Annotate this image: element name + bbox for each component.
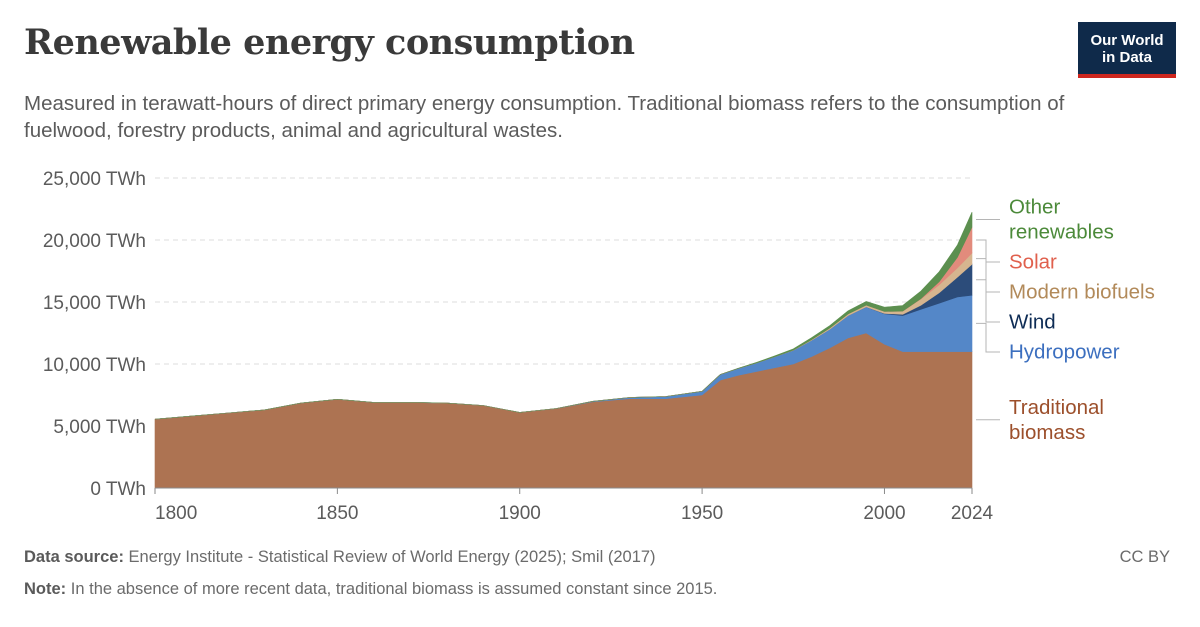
x-tick-label: 1850 bbox=[316, 503, 358, 524]
logo-line-1: Our World bbox=[1090, 32, 1164, 49]
x-axis: 1800 1850 1900 1950 2000 2024 bbox=[154, 487, 994, 524]
series-labels: Other renewables Solar Modern biofuels Wind H… bbox=[976, 196, 1155, 444]
chart-title: Renewable energy consumption bbox=[24, 22, 635, 63]
x-tick-label: 2000 bbox=[863, 503, 905, 524]
chart-note: Note: In the absence of more recent data… bbox=[24, 580, 717, 599]
label-connector bbox=[976, 322, 1000, 353]
series-label-solar[interactable]: Solar bbox=[1009, 251, 1057, 274]
note-label: Note: bbox=[24, 580, 67, 598]
y-tick-label: 15,000 TWh bbox=[43, 293, 146, 314]
series-areas bbox=[154, 211, 973, 489]
note-text: In the absence of more recent data, trad… bbox=[70, 580, 718, 598]
x-tick-label: 1950 bbox=[681, 503, 723, 524]
series-label-hydropower[interactable]: Hydropower bbox=[1009, 341, 1120, 364]
label-connector bbox=[976, 239, 1000, 263]
data-source: Data source: Energy Institute - Statisti… bbox=[24, 548, 656, 567]
owid-logo[interactable]: Our World in Data bbox=[1078, 22, 1176, 78]
license-link[interactable]: CC BY bbox=[1119, 548, 1170, 566]
area-traditional-biomass[interactable] bbox=[154, 332, 973, 489]
y-tick-label: 5,000 TWh bbox=[53, 417, 146, 438]
y-axis: 0 TWh 5,000 TWh 10,000 TWh 15,000 TWh 20,000… bbox=[43, 169, 146, 500]
area-other-renewables[interactable] bbox=[154, 211, 973, 420]
y-tick-label: 0 TWh bbox=[90, 479, 146, 500]
series-label-wind[interactable]: Wind bbox=[1009, 311, 1056, 334]
x-tick-label: 2024 bbox=[951, 503, 994, 524]
label-connector bbox=[976, 258, 1000, 293]
data-source-text: Energy Institute - Statistical Review of… bbox=[128, 548, 656, 566]
chart-subtitle: Measured in terawatt-hours of direct pri… bbox=[24, 92, 1065, 142]
data-source-label: Data source: bbox=[24, 548, 124, 566]
series-label-other-renewables[interactable]: Other renewables bbox=[1009, 196, 1114, 244]
stacked-area-chart: 0 TWh 5,000 TWh 10,000 TWh 15,000 TWh 20,000… bbox=[43, 169, 1155, 524]
logo-line-2: in Data bbox=[1101, 49, 1152, 66]
series-label-modern-biofuels[interactable]: Modern biofuels bbox=[1009, 281, 1155, 304]
series-label-traditional-biomass[interactable]: Traditional biomass bbox=[1009, 396, 1104, 444]
label-connector bbox=[976, 279, 1000, 323]
x-tick-label: 1900 bbox=[499, 503, 541, 524]
y-tick-label: 10,000 TWh bbox=[43, 355, 146, 376]
y-tick-label: 20,000 TWh bbox=[43, 231, 146, 252]
y-tick-label: 25,000 TWh bbox=[43, 169, 146, 190]
x-tick-label: 1800 bbox=[155, 503, 197, 524]
